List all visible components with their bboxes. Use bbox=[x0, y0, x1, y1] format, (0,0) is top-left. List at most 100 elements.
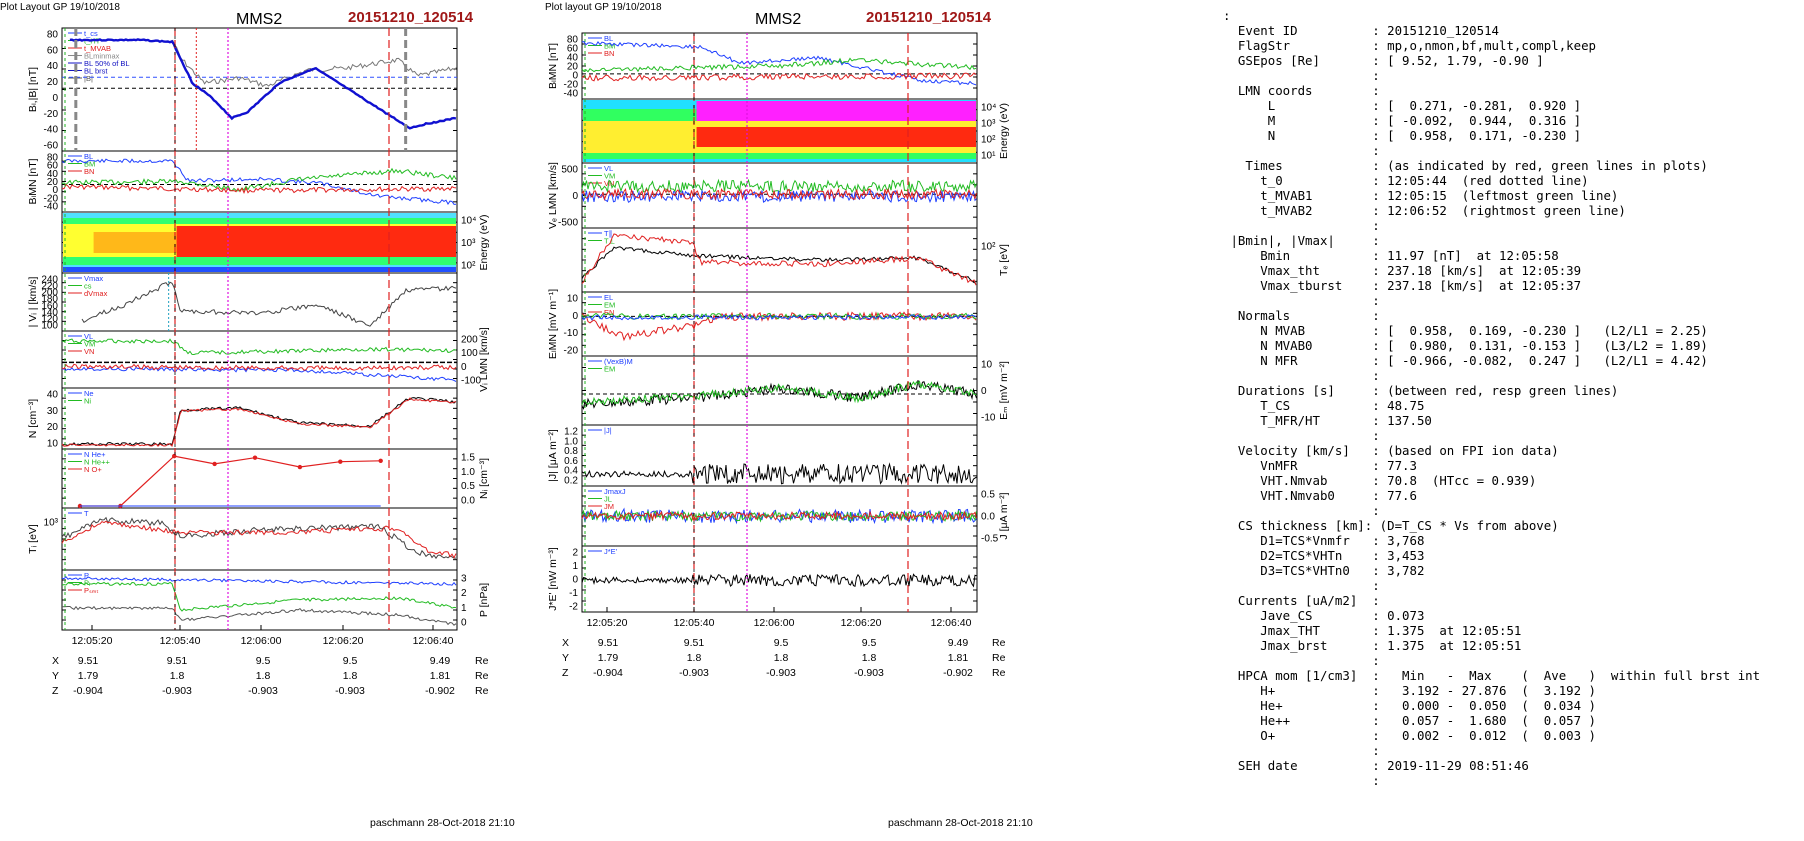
ve-l-series bbox=[581, 178, 977, 194]
right-axis-label: Energy (eV) bbox=[998, 103, 1010, 159]
right-tick-label: 10 bbox=[981, 360, 993, 371]
y-tick-label: 20 bbox=[567, 62, 579, 73]
right-axis-label: Nᵢ [cm⁻³] bbox=[478, 458, 490, 499]
y-tick-label: 160 bbox=[41, 301, 58, 312]
bl-series bbox=[61, 158, 457, 205]
jm-series bbox=[581, 509, 977, 523]
position-value: -0.903 bbox=[766, 667, 796, 679]
y-tick-label: 20 bbox=[47, 422, 59, 433]
y-tick-label: 60 bbox=[47, 161, 59, 172]
y-tick-label: 0 bbox=[572, 311, 578, 322]
position-value: 9.5 bbox=[256, 655, 271, 667]
vl-series bbox=[61, 338, 457, 356]
y-tick-label: 240 bbox=[41, 275, 58, 286]
legend-label: BL 50% of BL bbox=[84, 59, 130, 68]
bn-series bbox=[61, 183, 457, 194]
right-tick-label: 0.5 bbox=[981, 490, 995, 501]
bl-brst-series bbox=[69, 38, 457, 130]
y-tick-label: -60 bbox=[44, 141, 59, 152]
right-tick-label: 10⁴ bbox=[461, 216, 476, 227]
right-tick-label: 10³ bbox=[981, 119, 996, 130]
position-value: -0.904 bbox=[73, 685, 103, 697]
legend-label: T bbox=[84, 509, 89, 518]
y-axis-label: Bₗ,|B| [nT] bbox=[27, 67, 39, 112]
legend-label: T∥ bbox=[604, 229, 612, 238]
panel-frame bbox=[61, 330, 458, 389]
y-tick-label: 0 bbox=[52, 185, 58, 196]
time-tick-label: 12:06:20 bbox=[841, 617, 882, 629]
y-axis-label: | Vᵢ | [km/s] bbox=[27, 276, 39, 327]
y-tick-label: 1 bbox=[572, 561, 578, 572]
position-value: 1.8 bbox=[256, 670, 271, 682]
y-tick-label: 80 bbox=[567, 35, 579, 46]
y-tick-label: 80 bbox=[47, 30, 59, 41]
y-tick-label: -20 bbox=[564, 80, 579, 91]
position-value: -0.903 bbox=[248, 685, 278, 697]
legend-label: Ni bbox=[84, 397, 91, 406]
y-tick-label: 0 bbox=[572, 575, 578, 586]
y-tick-label: 140 bbox=[41, 307, 58, 318]
psmt-series bbox=[61, 605, 457, 626]
y-tick-label: 1.0 bbox=[564, 436, 578, 447]
vexb-m-series bbox=[581, 380, 977, 410]
position-unit: Re bbox=[475, 670, 489, 682]
he-pp-point bbox=[212, 461, 217, 467]
e-m-series bbox=[581, 311, 976, 321]
spacecraft-title: MMS2 bbox=[236, 11, 282, 28]
j-mag-series bbox=[581, 462, 977, 485]
position-value: 9.51 bbox=[78, 655, 99, 667]
y-tick-label: 40 bbox=[47, 390, 59, 401]
y-tick-label: 220 bbox=[41, 281, 58, 292]
position-row-label: Y bbox=[52, 670, 59, 682]
position-unit: Re bbox=[475, 655, 489, 667]
position-value: -0.903 bbox=[854, 667, 884, 679]
legend-label: (VexB)M bbox=[604, 357, 633, 366]
footer-credit: paschmann 28-Oct-2018 21:10 bbox=[370, 817, 515, 829]
right-tick-label: 10² bbox=[981, 242, 996, 253]
right-tick-label: 1 bbox=[461, 603, 467, 614]
y-tick-label: 0.4 bbox=[564, 466, 578, 477]
y-tick-label: 60 bbox=[567, 44, 579, 55]
right-tick-label: -100 bbox=[461, 376, 481, 387]
y-tick-label: 2 bbox=[572, 548, 578, 559]
right-axis-label: Vᵢ LMN [km/s] bbox=[478, 327, 490, 392]
legend-label: BL bbox=[604, 34, 613, 43]
vn-series bbox=[61, 363, 457, 372]
position-row-label: X bbox=[52, 655, 59, 667]
event-title: 20151210_120514 bbox=[348, 9, 474, 26]
em-series bbox=[581, 380, 977, 406]
right-axis-label: J [μA m⁻²] bbox=[998, 492, 1010, 539]
he-pp-series bbox=[80, 455, 381, 507]
position-value: 9.51 bbox=[598, 637, 619, 649]
legend-label: BL brst bbox=[84, 67, 108, 76]
position-value: 9.5 bbox=[343, 655, 358, 667]
position-value: 9.51 bbox=[167, 655, 188, 667]
position-value: 1.8 bbox=[687, 652, 702, 664]
legend-label: EN bbox=[604, 308, 614, 317]
legend-label: t_MVAB bbox=[84, 44, 111, 53]
position-value: 1.81 bbox=[948, 652, 969, 664]
position-value: 9.5 bbox=[774, 637, 789, 649]
right-tick-label: 1.5 bbox=[461, 453, 475, 464]
legend-label: N He++ bbox=[84, 458, 110, 467]
right-tick-label: 0 bbox=[461, 618, 467, 629]
right-tick-label: 10¹ bbox=[981, 151, 996, 162]
y-axis-label: BₗMN [nT] bbox=[547, 43, 559, 89]
he-pp-point bbox=[297, 464, 303, 470]
y-axis-label: Tᵢ [eV] bbox=[27, 524, 39, 554]
y-tick-label: -500 bbox=[558, 218, 578, 229]
legend-label: VM bbox=[604, 172, 615, 181]
legend-label: BLminmax bbox=[84, 52, 120, 61]
time-tick-label: 12:06:00 bbox=[241, 635, 282, 647]
y-tick-label: 0 bbox=[572, 71, 578, 82]
y-axis-label: |J| [μA m⁻²] bbox=[547, 429, 559, 482]
y-tick-label: 10³ bbox=[44, 518, 59, 529]
right-tick-label: 0 bbox=[461, 362, 467, 373]
right-axis-label: P [nPa] bbox=[478, 583, 490, 617]
right-tick-label: 0.0 bbox=[981, 512, 995, 523]
legend-label: J*E' bbox=[604, 547, 618, 556]
legend-label: P bbox=[84, 571, 89, 580]
time-tick-label: 12:06:40 bbox=[413, 635, 454, 647]
legend-label: T⊥ bbox=[604, 237, 616, 246]
right-tick-label: 0 bbox=[981, 386, 987, 397]
